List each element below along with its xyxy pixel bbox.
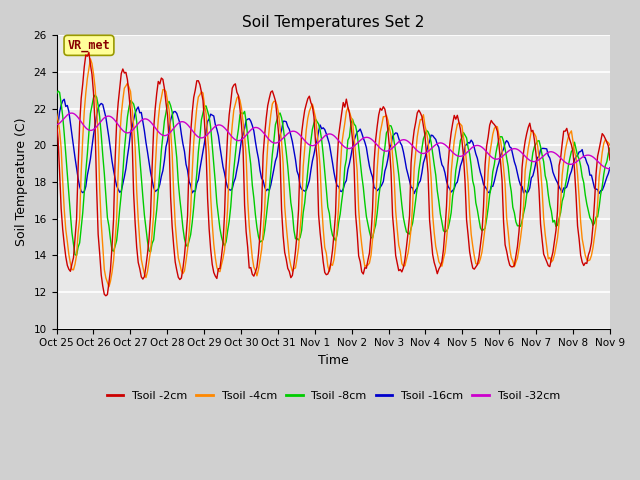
X-axis label: Time: Time [318,354,349,367]
Title: Soil Temperatures Set 2: Soil Temperatures Set 2 [242,15,424,30]
Legend: Tsoil -2cm, Tsoil -4cm, Tsoil -8cm, Tsoil -16cm, Tsoil -32cm: Tsoil -2cm, Tsoil -4cm, Tsoil -8cm, Tsoi… [102,386,564,405]
Y-axis label: Soil Temperature (C): Soil Temperature (C) [15,118,28,246]
Text: VR_met: VR_met [68,39,110,52]
